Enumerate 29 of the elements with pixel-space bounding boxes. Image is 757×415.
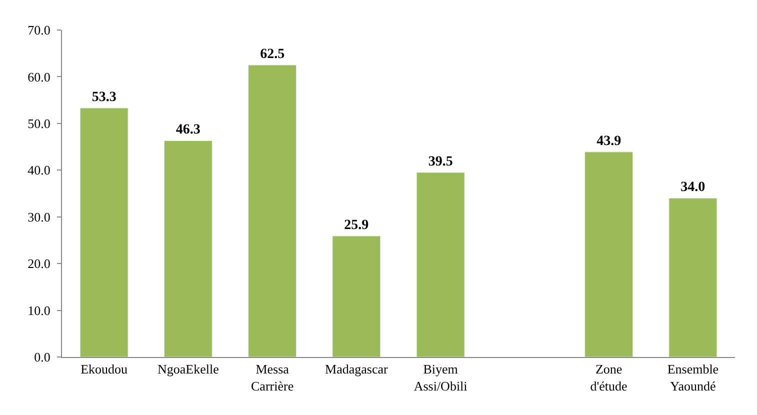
bar bbox=[332, 236, 381, 357]
y-tick-label: 50.0 bbox=[28, 116, 50, 131]
data-label: 43.9 bbox=[596, 134, 622, 149]
bar bbox=[248, 64, 297, 357]
x-tick-label: Ekoudou bbox=[80, 362, 128, 377]
bar bbox=[80, 108, 128, 357]
data-label: 53.3 bbox=[92, 90, 116, 106]
data-label: 34.0 bbox=[680, 180, 706, 196]
x-tick-label: Zone d'étude bbox=[590, 362, 628, 394]
y-tick-label: 0.0 bbox=[34, 350, 50, 365]
y-tick-label: 70.0 bbox=[28, 22, 50, 38]
y-tick-label: 40.0 bbox=[28, 162, 50, 178]
y-tick-label: 10.0 bbox=[28, 302, 50, 318]
data-label: 25.9 bbox=[344, 218, 369, 234]
x-tick-label: NgoaEkelle bbox=[158, 362, 220, 377]
bar bbox=[416, 172, 465, 357]
x-tick-label: Biyem Assi/Obili bbox=[414, 362, 468, 394]
x-tick-label: Madagascar bbox=[325, 362, 388, 377]
bar bbox=[584, 152, 634, 357]
y-tick-label: 60.0 bbox=[28, 69, 50, 84]
data-label: 39.5 bbox=[428, 154, 453, 170]
data-label: 46.3 bbox=[176, 122, 200, 138]
x-tick-label: Ensemble Yaoundé bbox=[667, 362, 719, 394]
x-tick-label: Messa Carrière bbox=[251, 362, 294, 394]
bar bbox=[164, 140, 212, 357]
bar bbox=[668, 198, 718, 357]
y-tick-label: 20.0 bbox=[28, 256, 50, 272]
y-tick-label: 30.0 bbox=[28, 209, 50, 224]
data-label: 62.5 bbox=[260, 47, 285, 62]
